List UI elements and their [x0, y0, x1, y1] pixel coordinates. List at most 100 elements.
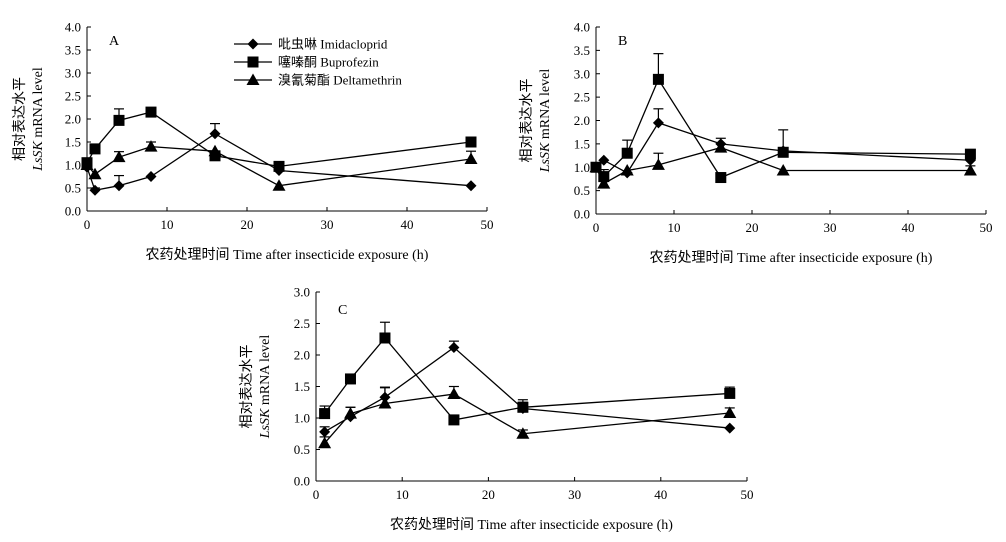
data-point	[465, 136, 477, 148]
data-point	[448, 341, 460, 353]
y-tick-label: 3.5	[65, 43, 81, 58]
y-tick-label: 0.0	[574, 207, 590, 222]
data-point	[89, 143, 101, 155]
y-tick-label: 4.0	[574, 20, 590, 35]
y-tick-label: 2.5	[294, 316, 310, 331]
x-axis-label: 农药处理时间 Time after insecticide exposure (…	[146, 247, 429, 263]
data-point	[112, 150, 126, 163]
y-tick-label: 3.0	[574, 66, 590, 81]
series-square	[81, 106, 477, 172]
y-tick-label: 1.5	[65, 135, 81, 150]
x-tick-label: 10	[396, 487, 409, 502]
data-point	[209, 128, 221, 140]
legend-label: 吡虫啉 Imidacloprid	[278, 37, 388, 52]
legend-marker	[247, 56, 259, 68]
y-tick-label: 0.0	[294, 474, 310, 489]
data-point	[144, 140, 158, 152]
series-line	[324, 336, 730, 421]
data-point	[724, 387, 736, 399]
x-tick-label: 0	[84, 217, 91, 232]
y-tick-label: 0.0	[65, 204, 81, 219]
y-tick-label: 4.0	[65, 20, 81, 35]
y-tick-label: 2.0	[65, 112, 81, 127]
x-tick-label: 0	[313, 487, 320, 502]
data-point	[652, 73, 664, 85]
x-tick-label: 30	[321, 217, 334, 232]
x-tick-label: 40	[902, 220, 915, 235]
data-point	[651, 158, 665, 170]
data-point	[272, 179, 286, 191]
series-square	[319, 321, 736, 426]
panel-letter: B	[618, 34, 627, 49]
data-point	[516, 427, 530, 439]
x-axis-label: 农药处理时间 Time after insecticide exposure (…	[390, 517, 673, 533]
y-tick-label: 3.0	[294, 285, 310, 300]
x-tick-label: 50	[481, 217, 494, 232]
panel-letter: A	[109, 34, 120, 49]
x-tick-label: 20	[746, 220, 759, 235]
y-tick-label: 1.5	[294, 379, 310, 394]
data-point	[273, 160, 285, 172]
y-axis-label: LsSK mRNA level	[258, 335, 273, 440]
series-line	[86, 111, 472, 168]
data-point	[620, 164, 634, 176]
y-tick-label: 3.0	[65, 66, 81, 81]
data-point	[714, 141, 728, 153]
data-point	[343, 407, 357, 419]
data-point	[715, 172, 727, 184]
y-axis-label-cn: 相对表达水平	[12, 77, 28, 161]
data-point	[963, 164, 977, 176]
x-tick-label: 10	[161, 217, 174, 232]
data-point	[777, 146, 789, 158]
data-point	[447, 387, 461, 400]
legend-label: 噻嗪酮 Buprofezin	[278, 55, 379, 70]
y-axis-label: LsSK mRNA level	[538, 69, 553, 174]
data-point	[319, 426, 331, 438]
data-point	[318, 436, 332, 449]
data-point	[724, 422, 736, 434]
x-tick-label: 50	[741, 487, 754, 502]
x-tick-label: 10	[668, 220, 681, 235]
series-line	[595, 77, 971, 179]
data-point	[378, 397, 392, 409]
data-point	[208, 144, 222, 157]
y-tick-label: 1.0	[294, 411, 310, 426]
x-tick-label: 40	[654, 487, 667, 502]
data-point	[344, 373, 356, 385]
chart-panel-a: 0.0 0.5 1.0 1.5 2.0 2.5 3.0 3.5 4.0 0 10 20 30 40 50 农药…	[12, 20, 494, 264]
y-axis-unit: mRNA level	[258, 335, 273, 409]
gene-name: LsSK	[258, 408, 273, 439]
chart-panel-c: 0.0 0.5 1.0 1.5 2.0 2.5 3.0 0 10 20 30 40 50 农药处理时间 T…	[239, 285, 754, 534]
data-point	[465, 180, 477, 192]
data-point	[621, 147, 633, 159]
data-point	[145, 171, 157, 182]
y-tick-label: 2.0	[294, 348, 310, 363]
y-tick-label: 1.5	[574, 136, 590, 151]
x-tick-label: 20	[241, 217, 254, 232]
data-point	[80, 158, 94, 170]
data-point	[589, 160, 603, 173]
data-point	[776, 164, 790, 176]
data-point	[723, 406, 737, 418]
data-point	[113, 180, 125, 192]
data-point	[113, 114, 125, 126]
y-axis-label-cn: 相对表达水平	[519, 79, 535, 163]
x-tick-label: 20	[482, 487, 495, 502]
series-triangle	[589, 137, 977, 189]
x-axis-label: 农药处理时间 Time after insecticide exposure (…	[650, 250, 933, 266]
y-tick-label: 2.5	[65, 89, 81, 104]
y-tick-label: 0.5	[574, 183, 590, 198]
y-axis-label: LsSK mRNA level	[31, 67, 46, 172]
legend-marker	[246, 73, 260, 85]
gene-name: LsSK	[538, 142, 553, 173]
chart-panel-b: 0.0 0.5 1.0 1.5 2.0 2.5 3.0 3.5 4.0 0 10 20 30 40 50 农药…	[519, 20, 993, 267]
data-point	[88, 167, 102, 180]
y-tick-label: 2.0	[574, 113, 590, 128]
y-axis-unit: mRNA level	[31, 67, 46, 141]
legend-marker	[247, 38, 259, 50]
y-axis-unit: mRNA level	[538, 69, 553, 143]
series-triangle	[318, 385, 737, 449]
y-tick-label: 1.0	[574, 160, 590, 175]
gene-name: LsSK	[31, 141, 46, 172]
